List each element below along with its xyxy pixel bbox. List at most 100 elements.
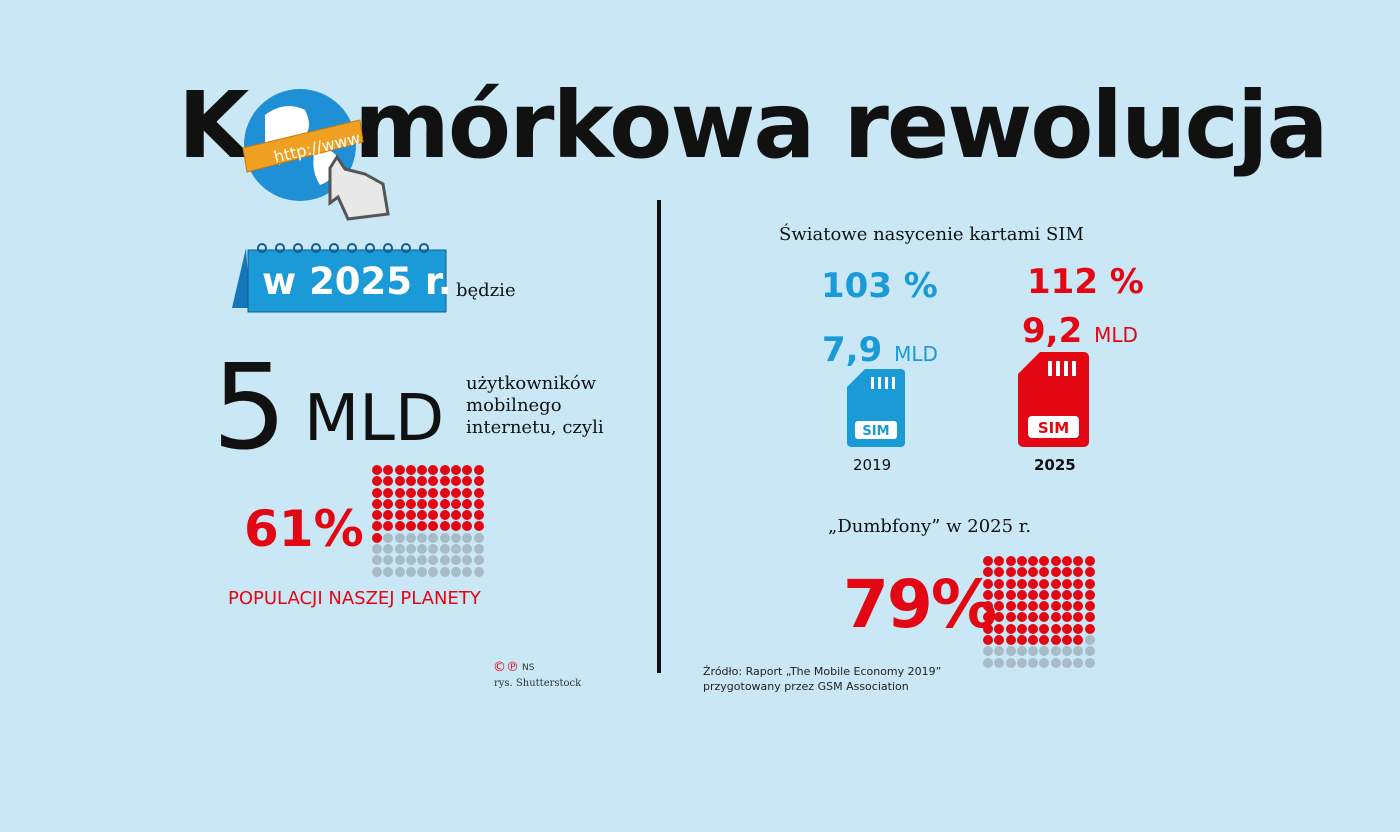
dot-empty <box>383 566 394 577</box>
dot-filled <box>1016 556 1027 566</box>
dot-empty <box>1028 657 1039 668</box>
dot-filled <box>405 465 416 475</box>
dot-filled <box>1039 635 1050 646</box>
dot-filled <box>383 487 394 498</box>
dot-filled <box>462 465 473 475</box>
dot-empty <box>451 566 462 577</box>
dot-filled <box>417 476 428 487</box>
source-line: Źródło: Raport „The Mobile Economy 2019” <box>703 665 942 678</box>
dot-filled <box>1005 589 1016 600</box>
dot-empty <box>394 555 405 566</box>
dot-filled <box>1062 601 1073 612</box>
dot-filled <box>372 476 382 487</box>
dot-filled <box>1028 589 1039 600</box>
dot-empty <box>439 555 450 566</box>
dot-filled <box>983 567 993 578</box>
dot-empty <box>405 555 416 566</box>
dot-empty <box>428 544 439 555</box>
dot-empty <box>462 566 473 577</box>
title-prefix: K <box>178 72 249 179</box>
big-unit: MLD <box>304 382 445 456</box>
dot-filled <box>994 567 1005 578</box>
dot-filled <box>1062 612 1073 623</box>
dot-filled <box>1005 556 1016 566</box>
dot-filled <box>462 498 473 509</box>
dot-filled <box>983 635 993 646</box>
dot-filled <box>1028 623 1039 634</box>
dot-filled <box>439 521 450 532</box>
dot-filled <box>983 601 993 612</box>
dot-empty <box>383 532 394 543</box>
dot-filled <box>405 476 416 487</box>
dot-filled <box>1028 635 1039 646</box>
dot-filled <box>428 476 439 487</box>
dot-filled <box>451 487 462 498</box>
dot-empty <box>428 566 439 577</box>
sim-card-icon-2019: SIM <box>847 369 905 447</box>
dot-filled <box>1062 578 1073 589</box>
dot-filled <box>473 498 484 509</box>
dot-filled <box>394 476 405 487</box>
dot-filled <box>1028 578 1039 589</box>
calendar-icon <box>232 243 447 313</box>
big-number: 5 <box>212 338 288 476</box>
sim-amount-2019: 7,9 MLD <box>822 330 938 370</box>
dot-filled <box>994 578 1005 589</box>
sim-percent-2019: 103 % <box>821 266 938 306</box>
dot-filled <box>451 510 462 521</box>
dot-filled <box>394 498 405 509</box>
dot-filled <box>994 612 1005 623</box>
dot-filled <box>1084 578 1095 589</box>
dot-filled <box>1005 601 1016 612</box>
dot-filled <box>451 521 462 532</box>
dot-filled <box>1073 589 1084 600</box>
dot-empty <box>1050 657 1061 668</box>
dot-empty <box>994 646 1005 657</box>
dot-filled <box>1016 589 1027 600</box>
sim-label: SIM <box>1038 419 1069 437</box>
dot-filled <box>428 487 439 498</box>
dot-empty <box>1039 657 1050 668</box>
dot-filled <box>417 487 428 498</box>
dot-filled <box>451 498 462 509</box>
dot-filled <box>1016 623 1027 634</box>
dot-filled <box>1062 567 1073 578</box>
sim-percent-2025: 112 % <box>1027 262 1144 302</box>
dot-empty <box>394 544 405 555</box>
dot-filled <box>1073 635 1084 646</box>
dot-empty <box>394 532 405 543</box>
dot-empty <box>417 544 428 555</box>
sim-card-icon-2025: SIM <box>1018 352 1089 447</box>
dot-filled <box>1005 635 1016 646</box>
dot-filled <box>1073 556 1084 566</box>
dot-filled <box>439 487 450 498</box>
dot-filled <box>1028 556 1039 566</box>
dot-filled <box>1016 601 1027 612</box>
dot-empty <box>1016 646 1027 657</box>
dot-filled <box>383 476 394 487</box>
dot-filled <box>417 465 428 475</box>
dot-empty <box>1073 657 1084 668</box>
dot-empty <box>372 566 382 577</box>
dot-filled <box>1084 623 1095 634</box>
dot-filled <box>394 510 405 521</box>
sim-heading: Światowe nasycenie kartami SIM <box>779 224 1084 245</box>
dot-filled <box>1028 567 1039 578</box>
dot-filled <box>417 498 428 509</box>
sim-label: SIM <box>862 424 889 439</box>
dot-filled <box>1016 612 1027 623</box>
dot-filled <box>372 465 382 475</box>
dot-filled <box>1039 556 1050 566</box>
credit-initials: NS <box>522 663 535 673</box>
dot-empty <box>983 657 993 668</box>
dot-filled <box>372 498 382 509</box>
dot-filled <box>462 476 473 487</box>
dot-filled <box>451 476 462 487</box>
dot-filled <box>417 510 428 521</box>
dot-filled <box>428 521 439 532</box>
dot-filled <box>428 498 439 509</box>
dot-filled <box>1039 601 1050 612</box>
dot-filled <box>1050 601 1061 612</box>
dot-filled <box>1016 635 1027 646</box>
dot-filled <box>1073 578 1084 589</box>
